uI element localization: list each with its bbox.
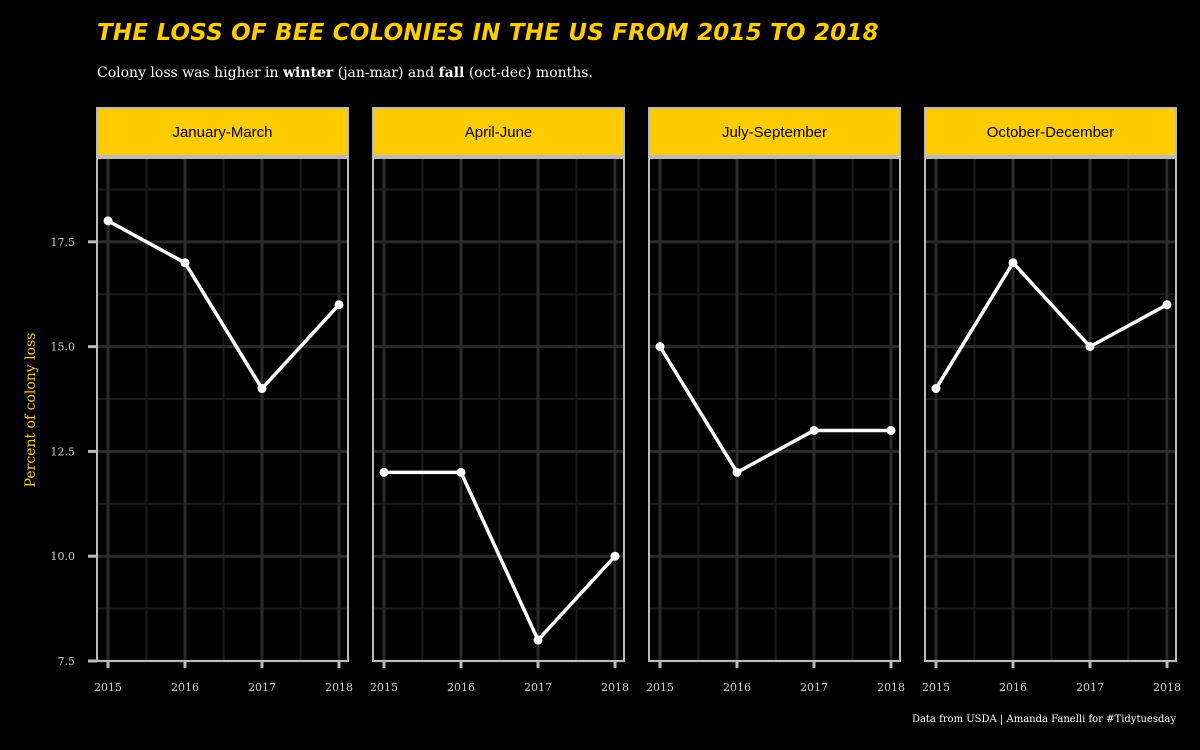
data-point	[379, 467, 389, 477]
facet-strip	[648, 107, 901, 157]
data-point	[180, 258, 190, 268]
y-tick-label: 7.5	[58, 655, 76, 668]
data-point	[257, 384, 267, 394]
subtitle-text-2: (jan-mar) and	[333, 65, 439, 81]
chart-subtitle: Colony loss was higher in winter (jan-ma…	[97, 65, 593, 81]
facet-strip	[924, 107, 1177, 157]
data-point	[334, 300, 344, 310]
x-tick-label: 2015	[922, 681, 950, 694]
y-tick-label: 12.5	[51, 445, 76, 458]
facet-strip-label: July-September	[722, 124, 827, 141]
data-point	[732, 467, 742, 477]
facet-strip	[96, 107, 349, 157]
facet-panel-border	[96, 157, 349, 662]
x-tick-label: 2017	[248, 681, 276, 694]
x-tick-label: 2015	[370, 681, 398, 694]
facet-panel-border	[924, 157, 1177, 662]
x-tick-label: 2017	[1076, 681, 1104, 694]
x-tick-label: 2015	[646, 681, 674, 694]
series-line	[107, 219, 341, 391]
series-line	[658, 345, 891, 475]
subtitle-text-3: (oct-dec) months.	[464, 65, 593, 81]
chart-caption: Data from USDA | Amanda Fanelli for #Tid…	[911, 714, 1176, 725]
y-tick-label: 17.5	[51, 236, 76, 249]
facet-strip-label: October-December	[987, 124, 1115, 141]
x-tick-label: 2016	[447, 681, 475, 694]
subtitle-bold-winter: winter	[282, 65, 334, 81]
x-tick-label: 2016	[999, 681, 1027, 694]
facet-strip-label: January-March	[172, 124, 272, 141]
data-point	[456, 467, 466, 477]
x-tick-label: 2016	[171, 681, 199, 694]
x-tick-label: 2018	[877, 681, 905, 694]
data-point	[1008, 258, 1018, 268]
facet-strip	[372, 107, 625, 157]
subtitle-bold-fall: fall	[438, 65, 465, 81]
facet-panel-border	[648, 157, 901, 662]
data-point	[610, 551, 620, 561]
x-tick-label: 2018	[601, 681, 629, 694]
data-point	[1085, 342, 1095, 352]
y-axis-label: Percent of colony loss	[23, 333, 39, 488]
x-tick-label: 2018	[325, 681, 353, 694]
x-tick-label: 2017	[800, 681, 828, 694]
data-point	[886, 425, 896, 435]
x-tick-label: 2015	[94, 681, 122, 694]
facet-strip-label: April-June	[465, 124, 533, 141]
x-tick-label: 2018	[1153, 681, 1181, 694]
data-point	[655, 342, 665, 352]
data-point	[931, 384, 941, 394]
chart-title: THE LOSS OF BEE COLONIES IN THE US FROM …	[97, 20, 879, 46]
data-point	[103, 216, 113, 226]
series-line	[384, 470, 617, 642]
data-point	[533, 635, 543, 645]
x-tick-label: 2016	[723, 681, 751, 694]
subtitle-text-1: Colony loss was higher in	[97, 65, 283, 81]
y-tick-label: 10.0	[51, 550, 76, 563]
series-line	[934, 261, 1168, 390]
data-point	[809, 425, 819, 435]
y-tick-label: 15.0	[51, 341, 76, 354]
x-tick-label: 2017	[524, 681, 552, 694]
facet-panel-border	[372, 157, 625, 662]
data-point	[1162, 300, 1172, 310]
